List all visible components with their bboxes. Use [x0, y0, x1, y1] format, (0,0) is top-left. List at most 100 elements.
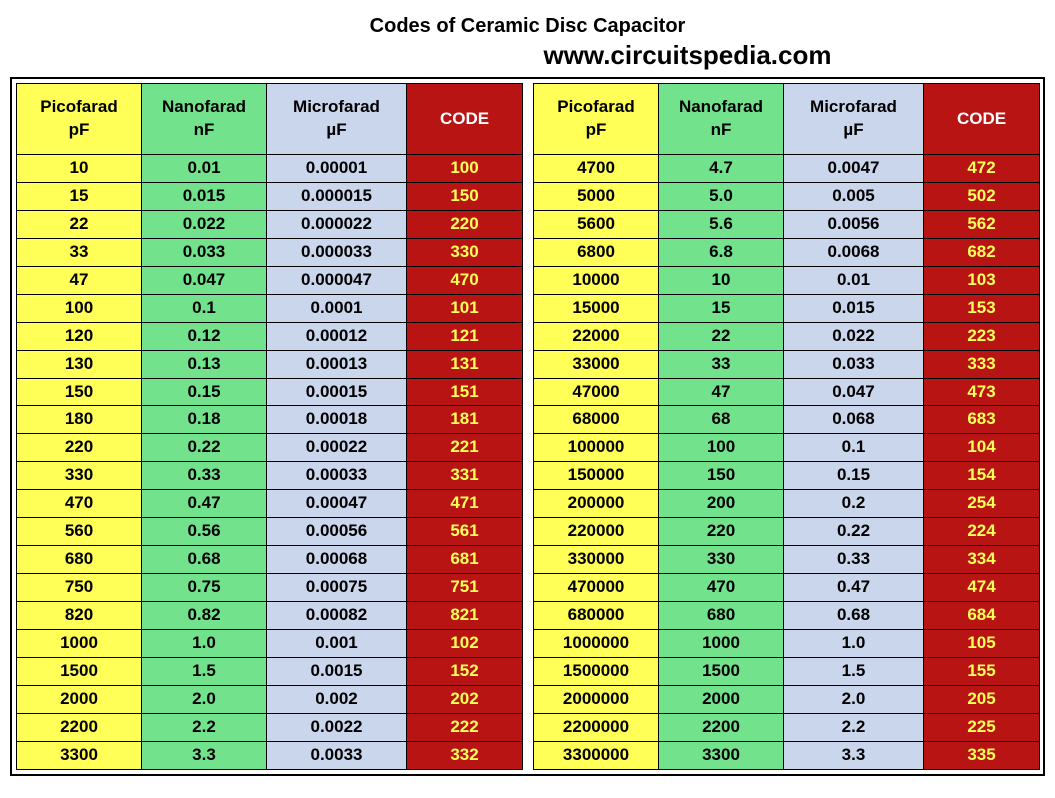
cell-uf: 0.1: [784, 434, 924, 462]
cell-nf: 0.22: [142, 434, 267, 462]
table-row: 50005.00.005502: [534, 182, 1040, 210]
table-row: 5600.560.00056561: [17, 518, 523, 546]
cell-nf: 2000: [659, 685, 784, 713]
cell-uf: 0.00075: [267, 574, 407, 602]
cell-uf: 2.0: [784, 685, 924, 713]
header-uf-label1: Microfarad: [271, 96, 402, 119]
cell-pf: 680000: [534, 602, 659, 630]
cell-code: 502: [924, 182, 1040, 210]
table-row: 15000150.015153: [534, 294, 1040, 322]
cell-uf: 0.033: [784, 350, 924, 378]
table-row: 33000330.033333: [534, 350, 1040, 378]
table-row: 6800006800.68684: [534, 602, 1040, 630]
cell-code: 101: [407, 294, 523, 322]
table-row: 470.0470.000047470: [17, 266, 523, 294]
cell-code: 154: [924, 462, 1040, 490]
cell-nf: 330: [659, 546, 784, 574]
cell-uf: 0.00056: [267, 518, 407, 546]
cell-pf: 3300000: [534, 741, 659, 769]
cell-uf: 0.68: [784, 602, 924, 630]
cell-pf: 470000: [534, 574, 659, 602]
table-row: 20002.00.002202: [17, 685, 523, 713]
cell-uf: 0.000022: [267, 210, 407, 238]
cell-pf: 68000: [534, 406, 659, 434]
cell-pf: 220000: [534, 518, 659, 546]
cell-code: 683: [924, 406, 1040, 434]
cell-pf: 680: [17, 546, 142, 574]
cell-code: 151: [407, 378, 523, 406]
cell-code: 334: [924, 546, 1040, 574]
cell-code: 220: [407, 210, 523, 238]
cell-code: 331: [407, 462, 523, 490]
cell-pf: 130: [17, 350, 142, 378]
cell-code: 221: [407, 434, 523, 462]
header-nf: Nanofarad nF: [142, 84, 267, 155]
cell-pf: 5600: [534, 210, 659, 238]
table-row: 100000010001.0105: [534, 629, 1040, 657]
table-row: 15001.50.0015152: [17, 657, 523, 685]
table-row: 220.0220.000022220: [17, 210, 523, 238]
cell-code: 152: [407, 657, 523, 685]
header-uf: Microfarad µF: [267, 84, 407, 155]
cell-code: 104: [924, 434, 1040, 462]
cell-uf: 0.047: [784, 378, 924, 406]
cell-uf: 0.0001: [267, 294, 407, 322]
cell-nf: 6.8: [659, 238, 784, 266]
table-row: 3300.330.00033331: [17, 462, 523, 490]
left-table: Picofarad pF Nanofarad nF Microfarad µF …: [16, 83, 523, 770]
cell-pf: 47000: [534, 378, 659, 406]
table-row: 150000015001.5155: [534, 657, 1040, 685]
cell-code: 202: [407, 685, 523, 713]
cell-uf: 0.47: [784, 574, 924, 602]
cell-nf: 0.01: [142, 155, 267, 183]
cell-code: 222: [407, 713, 523, 741]
cell-uf: 0.15: [784, 462, 924, 490]
cell-uf: 0.00047: [267, 490, 407, 518]
table-row: 68000680.068683: [534, 406, 1040, 434]
table-row: 1200.120.00012121: [17, 322, 523, 350]
table-row: 1500001500.15154: [534, 462, 1040, 490]
cell-uf: 0.0015: [267, 657, 407, 685]
header-pf-label1: Picofarad: [21, 96, 137, 119]
table-row: 8200.820.00082821: [17, 602, 523, 630]
table-row: 2200002200.22224: [534, 518, 1040, 546]
cell-nf: 3300: [659, 741, 784, 769]
cell-nf: 10: [659, 266, 784, 294]
cell-code: 684: [924, 602, 1040, 630]
cell-pf: 6800: [534, 238, 659, 266]
cell-nf: 0.18: [142, 406, 267, 434]
cell-pf: 1500: [17, 657, 142, 685]
cell-pf: 10: [17, 155, 142, 183]
cell-nf: 0.015: [142, 182, 267, 210]
cell-nf: 0.47: [142, 490, 267, 518]
cell-nf: 22: [659, 322, 784, 350]
cell-pf: 820: [17, 602, 142, 630]
cell-code: 330: [407, 238, 523, 266]
header-code: CODE: [924, 84, 1040, 155]
cell-uf: 0.068: [784, 406, 924, 434]
cell-code: 155: [924, 657, 1040, 685]
table-row: 56005.60.0056562: [534, 210, 1040, 238]
cell-uf: 0.00012: [267, 322, 407, 350]
cell-pf: 33: [17, 238, 142, 266]
cell-nf: 150: [659, 462, 784, 490]
cell-code: 472: [924, 155, 1040, 183]
cell-nf: 0.75: [142, 574, 267, 602]
cell-pf: 2000: [17, 685, 142, 713]
cell-pf: 22: [17, 210, 142, 238]
cell-code: 254: [924, 490, 1040, 518]
cell-uf: 0.002: [267, 685, 407, 713]
header-uf-label2: µF: [788, 119, 919, 142]
cell-nf: 3.3: [142, 741, 267, 769]
header-pf: Picofarad pF: [534, 84, 659, 155]
cell-uf: 0.33: [784, 546, 924, 574]
cell-nf: 1000: [659, 629, 784, 657]
cell-uf: 0.00013: [267, 350, 407, 378]
cell-nf: 220: [659, 518, 784, 546]
cell-uf: 0.0047: [784, 155, 924, 183]
tables-wrap: Picofarad pF Nanofarad nF Microfarad µF …: [10, 77, 1045, 776]
header-uf: Microfarad µF: [784, 84, 924, 155]
cell-nf: 0.12: [142, 322, 267, 350]
main-container: Codes of Ceramic Disc Capacitor www.circ…: [10, 15, 1045, 776]
cell-pf: 2000000: [534, 685, 659, 713]
